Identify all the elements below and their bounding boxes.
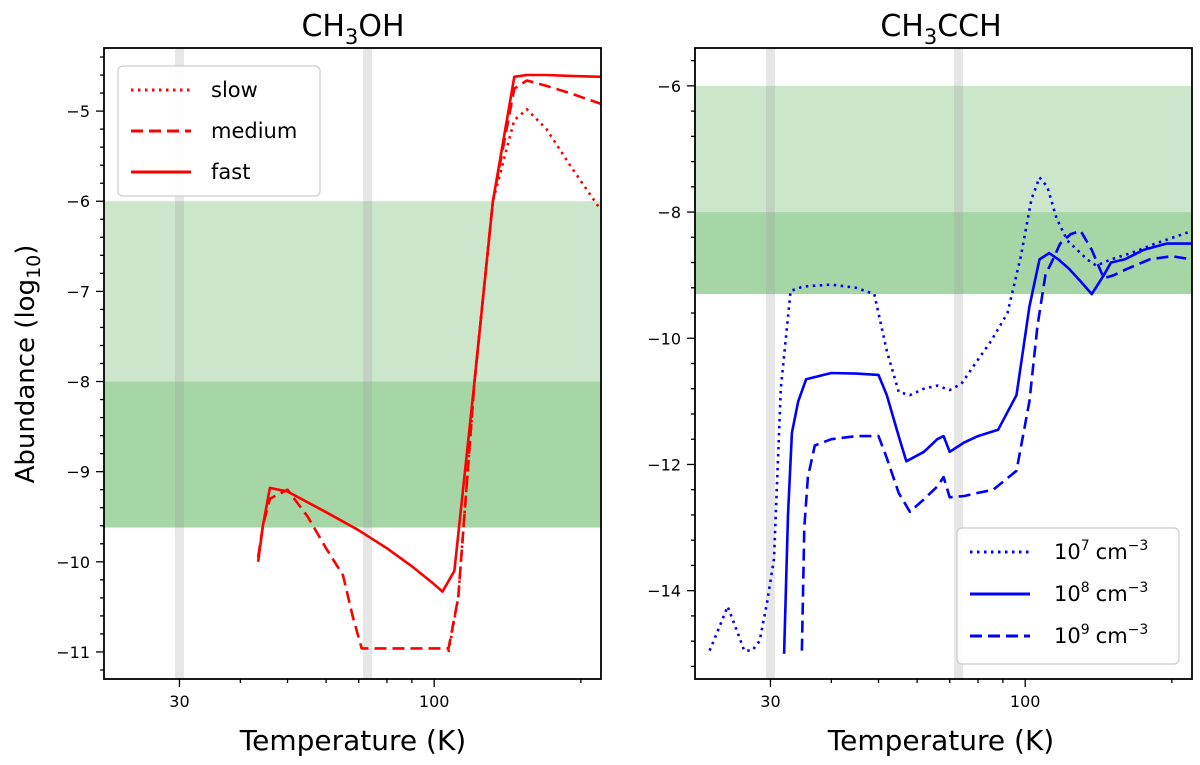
- observed-abundance-bands: [104, 201, 601, 528]
- x-axis-ticks: 30 100: [760, 679, 1173, 711]
- y-tick-label: −12: [647, 455, 681, 474]
- legend-label-1e8: 108 cm−3: [1054, 580, 1148, 606]
- y-tick-label: −9: [66, 463, 90, 482]
- reference-line-1: [954, 48, 964, 679]
- reference-temperature-lines: [765, 48, 964, 679]
- legend-label-1e7: 107 cm−3: [1054, 538, 1148, 564]
- y-axis-label: Abundance (log10): [11, 245, 45, 484]
- x-tick-label: 100: [1010, 692, 1041, 711]
- observed-abundance-bands: [695, 85, 1192, 295]
- legend-frame: [956, 527, 1180, 665]
- y-tick-label: −14: [647, 582, 681, 601]
- series-line-dotted: [447, 108, 603, 653]
- legend-label-slow: slow: [211, 78, 258, 102]
- chart-title: CH3OH: [301, 9, 404, 49]
- x-tick-label: 30: [760, 692, 780, 711]
- reference-temperature-lines: [174, 48, 373, 679]
- x-tick-label: 100: [419, 692, 450, 711]
- series-lines: [256, 73, 603, 653]
- y-tick-label: −10: [56, 553, 90, 572]
- x-axis-label: Temperature (K): [827, 724, 1054, 757]
- reference-line-0: [174, 48, 184, 679]
- legend-label-1e9: 109 cm−3: [1054, 622, 1148, 648]
- abundance-band-1: [104, 381, 601, 528]
- series-line-dashed: [800, 229, 1193, 651]
- y-tick-label: −6: [657, 77, 681, 96]
- reference-line-1: [363, 48, 373, 679]
- y-tick-label: −8: [66, 373, 90, 392]
- y-axis-ticks: −14 −12 −10 −8 −6: [647, 59, 695, 668]
- reference-line-0: [765, 48, 775, 679]
- abundance-band-0: [695, 85, 1192, 213]
- series-line-solid: [782, 242, 1192, 654]
- legend-label-fast: fast: [211, 160, 250, 184]
- legend: 107 cm−3 108 cm−3 109 cm−3: [956, 527, 1180, 665]
- y-tick-label: −11: [56, 643, 90, 662]
- legend: slow medium fast: [117, 65, 321, 197]
- y-tick-label: −10: [647, 329, 681, 348]
- x-axis-label: Temperature (K): [239, 724, 466, 757]
- legend-frame: [117, 65, 321, 197]
- abundance-band-1: [695, 212, 1192, 295]
- abundance-band-0: [104, 201, 601, 382]
- y-tick-label: −7: [66, 282, 90, 301]
- chart-ch3cch: CH3CCH 30 100 −14 −12 −10 −8 −6 Temperature (…: [647, 9, 1193, 757]
- series-lines: [708, 176, 1193, 654]
- series-line-dotted: [708, 176, 1193, 652]
- legend-label-medium: medium: [211, 119, 297, 143]
- y-tick-label: −6: [66, 192, 90, 211]
- chart-ch3oh: CH3OH 30 100 −11 −10 −9 −8 −7 −6 −5 Temperature…: [11, 9, 603, 757]
- x-tick-label: 30: [169, 692, 189, 711]
- chart-title: CH3CCH: [880, 9, 1001, 49]
- series-line-solid: [256, 73, 602, 593]
- x-axis-ticks: 30 100: [169, 679, 582, 711]
- y-axis-ticks: −11 −10 −9 −8 −7 −6 −5: [56, 56, 104, 671]
- y-tick-label: −8: [657, 203, 681, 222]
- y-tick-label: −5: [66, 102, 90, 121]
